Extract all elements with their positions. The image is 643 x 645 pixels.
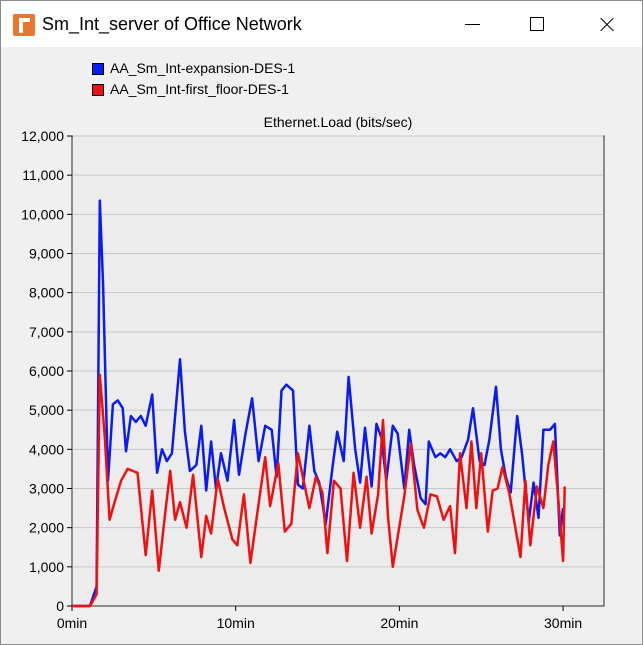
opnet-app-icon xyxy=(13,14,35,36)
y-tick-label: 8,000 xyxy=(29,285,64,301)
legend-label: AA_Sm_Int-first_floor-DES-1 xyxy=(110,81,289,97)
chart-title: Ethernet.Load (bits/sec) xyxy=(264,114,413,130)
y-tick-label: 10,000 xyxy=(21,206,64,222)
series-line-first-floor xyxy=(72,373,566,608)
maximize-icon[interactable] xyxy=(513,1,559,47)
y-tick-label: 0 xyxy=(56,598,64,614)
legend-label: AA_Sm_Int-expansion-DES-1 xyxy=(110,60,296,76)
minimize-icon[interactable] xyxy=(453,1,499,47)
x-tick-label: 20min xyxy=(380,615,418,631)
x-tick-label: 10min xyxy=(217,615,255,631)
legend-swatch-red xyxy=(92,84,104,96)
y-tick-label: 9,000 xyxy=(29,246,64,262)
title-bar[interactable]: Sm_Int_server of Office Network xyxy=(1,1,642,47)
y-tick-label: 3,000 xyxy=(29,481,64,497)
x-tick-label: 30min xyxy=(544,615,582,631)
y-tick-label: 11,000 xyxy=(22,167,64,183)
y-tick-label: 6,000 xyxy=(29,363,64,379)
y-tick-label: 7,000 xyxy=(29,324,64,340)
y-tick-label: 1,000 xyxy=(29,559,64,575)
x-tick-label: 0min xyxy=(57,615,87,631)
window-title: Sm_Int_server of Office Network xyxy=(42,14,302,34)
y-tick-label: 2,000 xyxy=(29,520,64,536)
legend-swatch-blue xyxy=(92,63,104,75)
y-tick-label: 5,000 xyxy=(29,402,64,418)
y-tick-label: 12,000 xyxy=(21,128,64,144)
y-tick-label: 4,000 xyxy=(29,441,64,457)
